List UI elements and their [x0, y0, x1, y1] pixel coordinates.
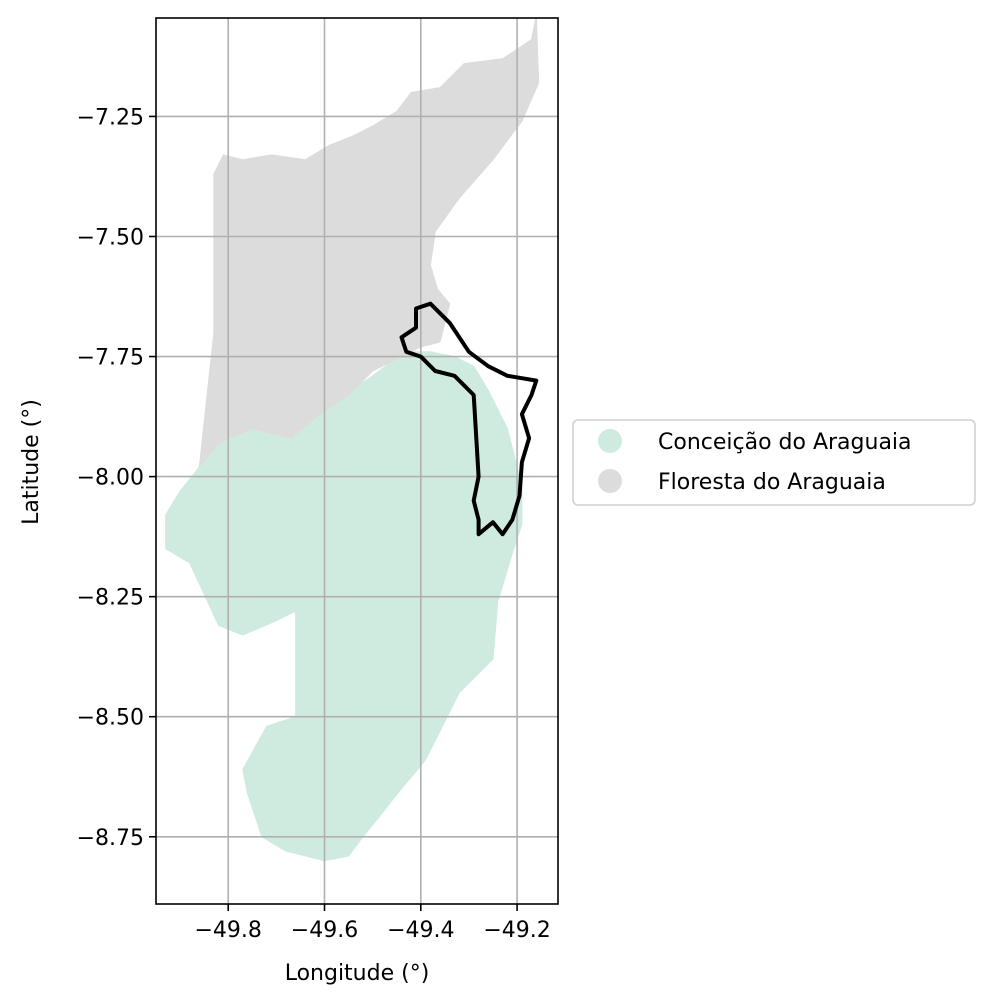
y-axis-ticks: −7.25 −7.50 −7.75 −8.00 −8.25 −8.50 −8.75 — [77, 105, 156, 851]
y-axis-label: Latitude (°) — [19, 399, 44, 525]
legend-box — [572, 419, 976, 506]
legend-label-conceicao: Conceição do Araguaia — [658, 430, 912, 455]
highlight-outline — [399, 301, 539, 537]
x-axis-ticks: −49.8 −49.6 −49.4 −49.2 — [195, 904, 551, 943]
region-conceicao-do-araguaia — [165, 351, 523, 862]
y-tick-label: −8.25 — [77, 586, 144, 611]
region-floresta-do-araguaia — [198, 18, 540, 469]
y-tick-label: −7.75 — [77, 346, 144, 371]
legend-marker-conceicao — [598, 429, 622, 453]
highlight-outline-layer — [399, 301, 539, 537]
y-tick-label: −7.50 — [77, 225, 144, 250]
gridlines — [156, 18, 558, 904]
y-tick-label: −7.25 — [77, 105, 144, 130]
legend-marker-floresta — [598, 469, 622, 493]
legend-label-floresta: Floresta do Araguaia — [658, 470, 886, 495]
plot-frame — [155, 17, 559, 905]
x-tick-label: −49.4 — [387, 918, 454, 943]
x-axis-label: Longitude (°) — [285, 961, 430, 986]
regions-layer — [165, 18, 540, 862]
y-tick-label: −8.75 — [77, 826, 144, 851]
y-tick-label: −8.00 — [77, 466, 144, 491]
legend: Conceição do Araguaia Floresta do Aragua… — [572, 419, 976, 506]
x-tick-label: −49.8 — [195, 918, 262, 943]
y-tick-label: −8.50 — [77, 706, 144, 731]
x-tick-label: −49.2 — [483, 918, 550, 943]
x-tick-label: −49.6 — [291, 918, 358, 943]
